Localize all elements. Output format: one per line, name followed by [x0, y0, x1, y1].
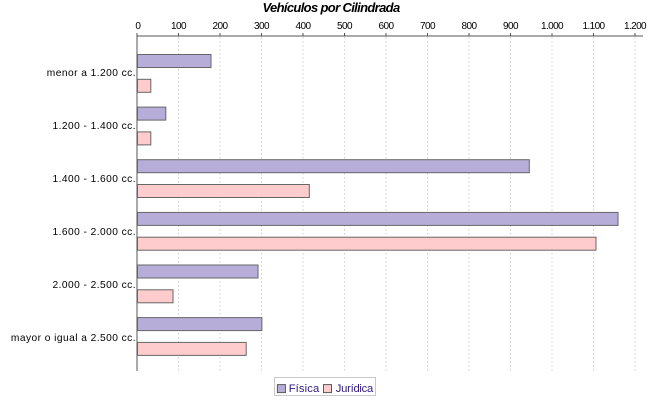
- svg-text:200: 200: [213, 21, 229, 32]
- svg-text:1.200: 1.200: [624, 21, 647, 32]
- svg-text:1.600 - 2.000 cc.: 1.600 - 2.000 cc.: [52, 227, 136, 238]
- svg-text:300: 300: [254, 21, 270, 32]
- svg-text:1.100: 1.100: [582, 21, 605, 32]
- svg-text:800: 800: [462, 21, 478, 32]
- svg-text:900: 900: [503, 21, 519, 32]
- svg-text:1.200 - 1.400 cc.: 1.200 - 1.400 cc.: [52, 121, 136, 132]
- svg-text:menor a 1.200 cc.: menor a 1.200 cc.: [47, 68, 136, 79]
- svg-text:Vehículos por Cilindrada: Vehículos por Cilindrada: [262, 0, 399, 15]
- svg-text:0: 0: [135, 21, 141, 32]
- svg-text:1.400 - 1.600 cc.: 1.400 - 1.600 cc.: [52, 174, 136, 185]
- svg-text:Jurídica: Jurídica: [336, 383, 374, 395]
- svg-text:600: 600: [379, 21, 395, 32]
- svg-text:mayor o igual a 2.500 cc.: mayor o igual a 2.500 cc.: [11, 333, 136, 344]
- svg-text:700: 700: [420, 21, 436, 32]
- svg-text:100: 100: [171, 21, 187, 32]
- svg-text:Física: Física: [289, 383, 320, 395]
- svg-text:400: 400: [296, 21, 312, 32]
- svg-text:500: 500: [337, 21, 353, 32]
- svg-text:2.000 - 2.500 cc.: 2.000 - 2.500 cc.: [52, 280, 136, 291]
- svg-text:1.000: 1.000: [541, 21, 564, 32]
